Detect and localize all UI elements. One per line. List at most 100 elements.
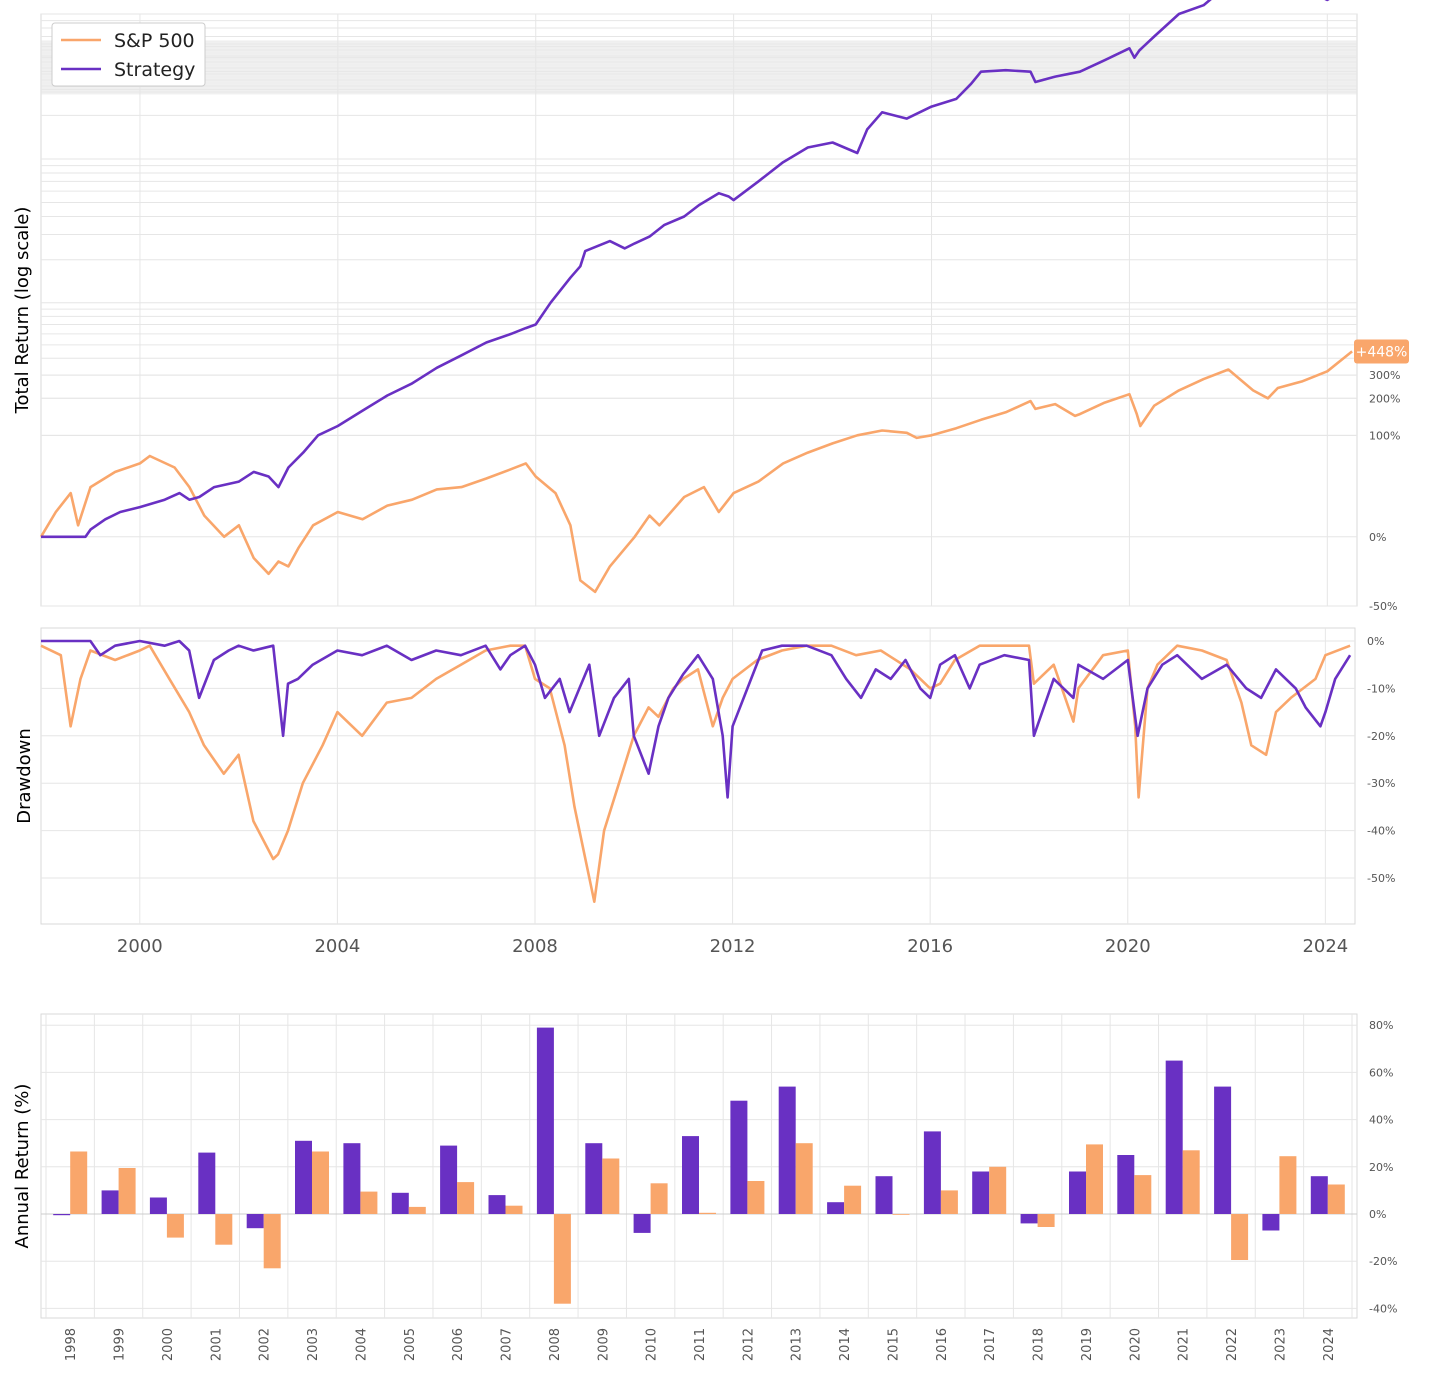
y-tick-label: -20% xyxy=(1367,730,1395,743)
bar-sp-500-2005 xyxy=(408,1206,426,1214)
y-tick-label: 20% xyxy=(1369,1161,1393,1174)
x-tick-label: 2012 xyxy=(710,936,756,957)
bar-strategy-2005 xyxy=(391,1192,409,1214)
x-tick-label: 2013 xyxy=(790,1328,805,1361)
bar-sp-500-2023 xyxy=(1279,1156,1297,1214)
x-tick-label: 1999 xyxy=(113,1328,128,1361)
legend-label-strategy: Strategy xyxy=(114,59,195,81)
plot-area xyxy=(40,627,1356,925)
legend: S&P 500 Strategy xyxy=(51,22,206,87)
bar-sp-500-2016 xyxy=(940,1190,958,1214)
y-axis-label: Total Return (log scale) xyxy=(12,207,33,415)
bar-sp-500-2013 xyxy=(795,1143,813,1214)
bar-sp-500-2007 xyxy=(505,1205,523,1214)
series-line-strategy xyxy=(41,0,1330,539)
bar-sp-500-2006 xyxy=(457,1182,475,1214)
bar-sp-500-2020 xyxy=(1134,1175,1152,1214)
x-tick-label: 2000 xyxy=(161,1328,176,1361)
bar-sp-500-2010 xyxy=(650,1183,668,1214)
x-tick-label: 2004 xyxy=(354,1328,369,1361)
x-tick-label: 2011 xyxy=(693,1328,708,1361)
grid xyxy=(41,628,1355,924)
x-tick-label: 2010 xyxy=(645,1328,660,1361)
bar-sp-500-1998 xyxy=(70,1151,88,1214)
y-tick-label: -50% xyxy=(1369,600,1397,613)
bar-sp-500-2014 xyxy=(844,1185,862,1214)
x-tick-label: 2008 xyxy=(548,1328,563,1361)
bar-strategy-2022 xyxy=(1214,1086,1232,1214)
x-tick-label: 2017 xyxy=(983,1328,998,1361)
y-tick-label: 300% xyxy=(1369,369,1400,382)
y-tick-label: 40% xyxy=(1369,1114,1393,1127)
bar-strategy-2018 xyxy=(1020,1214,1038,1224)
x-tick-label: 2020 xyxy=(1105,936,1151,957)
series-line-sp-500 xyxy=(39,350,1353,594)
drawdown-panel: 0% -10% -20% -30% -40% -50% 2000 2004 2008 2012 20… xyxy=(14,627,1395,957)
bar-sp-500-2012 xyxy=(747,1181,765,1214)
bar-strategy-2006 xyxy=(440,1145,458,1214)
bar-strategy-2004 xyxy=(343,1143,361,1214)
y-tick-label: -40% xyxy=(1367,825,1395,838)
bar-strategy-2016 xyxy=(923,1131,941,1214)
x-tick-label: 2024 xyxy=(1322,1328,1337,1361)
bar-sp-500-2024 xyxy=(1327,1184,1345,1214)
bar-sp-500-2008 xyxy=(553,1214,571,1304)
x-tick-label: 2021 xyxy=(1177,1328,1192,1361)
y-tick-label: -50% xyxy=(1367,872,1395,885)
x-tick-label: 2014 xyxy=(838,1328,853,1361)
y-axis-label: Drawdown xyxy=(14,728,35,824)
bar-strategy-2014 xyxy=(827,1202,845,1214)
bar-strategy-2020 xyxy=(1117,1155,1135,1214)
x-tick-label: 2020 xyxy=(1128,1328,1143,1361)
bar-strategy-2015 xyxy=(875,1176,893,1214)
bar-sp-500-2000 xyxy=(166,1214,184,1238)
bar-sp-500-2022 xyxy=(1231,1214,1249,1260)
end-label-text: +448% xyxy=(1356,344,1408,360)
bar-sp-500-2004 xyxy=(360,1191,378,1214)
x-tick-label: 2002 xyxy=(258,1328,273,1361)
y-tick-label: 200% xyxy=(1369,392,1400,405)
x-tick-label: 2016 xyxy=(935,1328,950,1361)
y-tick-label: 100% xyxy=(1369,429,1400,442)
bar-strategy-2003 xyxy=(295,1140,312,1214)
x-tick-label: 1998 xyxy=(64,1328,79,1361)
bar-strategy-1999 xyxy=(101,1190,119,1214)
bar-strategy-2011 xyxy=(682,1136,699,1214)
x-tick-label: 2004 xyxy=(314,936,360,957)
x-tick-label: 2007 xyxy=(500,1328,515,1361)
x-tick-label: 2005 xyxy=(403,1328,418,1361)
x-tick-label: 2001 xyxy=(209,1328,224,1361)
x-tick-label: 2000 xyxy=(117,936,163,957)
y-tick-label: 60% xyxy=(1369,1066,1393,1079)
y-axis-label: Annual Return (%) xyxy=(12,1084,33,1249)
y-tick-label: -40% xyxy=(1369,1302,1397,1315)
bar-sp-500-2017 xyxy=(989,1166,1007,1214)
bar-strategy-2001 xyxy=(198,1152,216,1214)
x-tick-label: 2022 xyxy=(1225,1328,1240,1361)
bar-strategy-2013 xyxy=(778,1086,796,1214)
y-tick-label: -10% xyxy=(1367,682,1395,695)
bar-strategy-2002 xyxy=(246,1214,264,1229)
x-tick-label: 2015 xyxy=(886,1328,901,1361)
annual-return-panel: -40% -20% 0% 20% 40% 60% 80% 1998 1999 2000 2001 20… xyxy=(12,1013,1397,1361)
x-tick-label: 2003 xyxy=(306,1328,321,1361)
bar-sp-500-2009 xyxy=(602,1158,620,1214)
series-line-strategy xyxy=(41,639,1352,799)
bar-sp-500-2015 xyxy=(892,1214,910,1215)
bar-sp-500-2002 xyxy=(263,1214,281,1269)
x-tick-label: 2018 xyxy=(1032,1328,1047,1361)
bar-sp-500-2021 xyxy=(1182,1150,1200,1214)
plot-area xyxy=(40,13,1358,607)
bar-strategy-2008 xyxy=(536,1027,554,1214)
bar-strategy-2023 xyxy=(1262,1214,1280,1231)
y-tick-label: 0% xyxy=(1369,1208,1386,1221)
y-tick-label: -30% xyxy=(1367,777,1395,790)
x-tick-label: 2023 xyxy=(1273,1328,1288,1361)
bar-strategy-2000 xyxy=(149,1197,167,1214)
x-tick-label: 2006 xyxy=(451,1328,466,1361)
x-tick-label: 2009 xyxy=(596,1328,611,1361)
y-tick-label: 0% xyxy=(1369,531,1386,544)
total-return-panel: -50% 0% 100% 200% 300% Total Return (log scal… xyxy=(12,0,1409,613)
bar-sp-500-2018 xyxy=(1037,1214,1055,1227)
